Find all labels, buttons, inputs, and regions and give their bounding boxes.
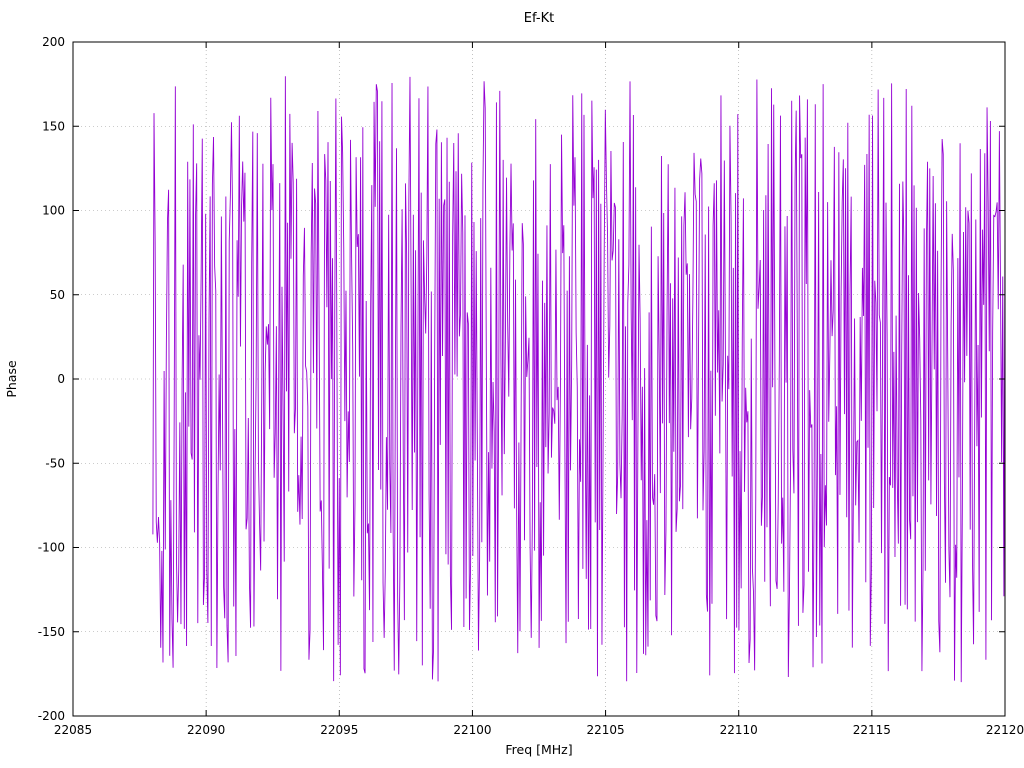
y-tick-label: 50 (50, 288, 65, 302)
y-tick-label: -150 (38, 625, 65, 639)
y-tick-label: -200 (38, 709, 65, 723)
phase-data-trace (152, 76, 1006, 683)
x-tick-label: 22115 (853, 723, 891, 737)
x-tick-label: 22095 (320, 723, 358, 737)
chart-title: Ef-Kt (524, 11, 554, 26)
y-tick-label: -50 (45, 456, 65, 470)
x-tick-label: 22100 (453, 723, 491, 737)
x-tick-label: 22090 (187, 723, 225, 737)
x-axis-label: Freq [MHz] (505, 742, 572, 757)
x-tick-label: 22085 (54, 723, 92, 737)
y-axis-label: Phase (4, 360, 19, 398)
y-tick-label: -100 (38, 541, 65, 555)
x-tick-label: 22110 (720, 723, 758, 737)
x-tick-label: 22105 (586, 723, 624, 737)
y-tick-label: 150 (42, 119, 65, 133)
y-tick-label: 200 (42, 35, 65, 49)
x-tick-label: 22120 (986, 723, 1024, 737)
y-tick-label: 100 (42, 204, 65, 218)
y-tick-label: 0 (57, 372, 65, 386)
